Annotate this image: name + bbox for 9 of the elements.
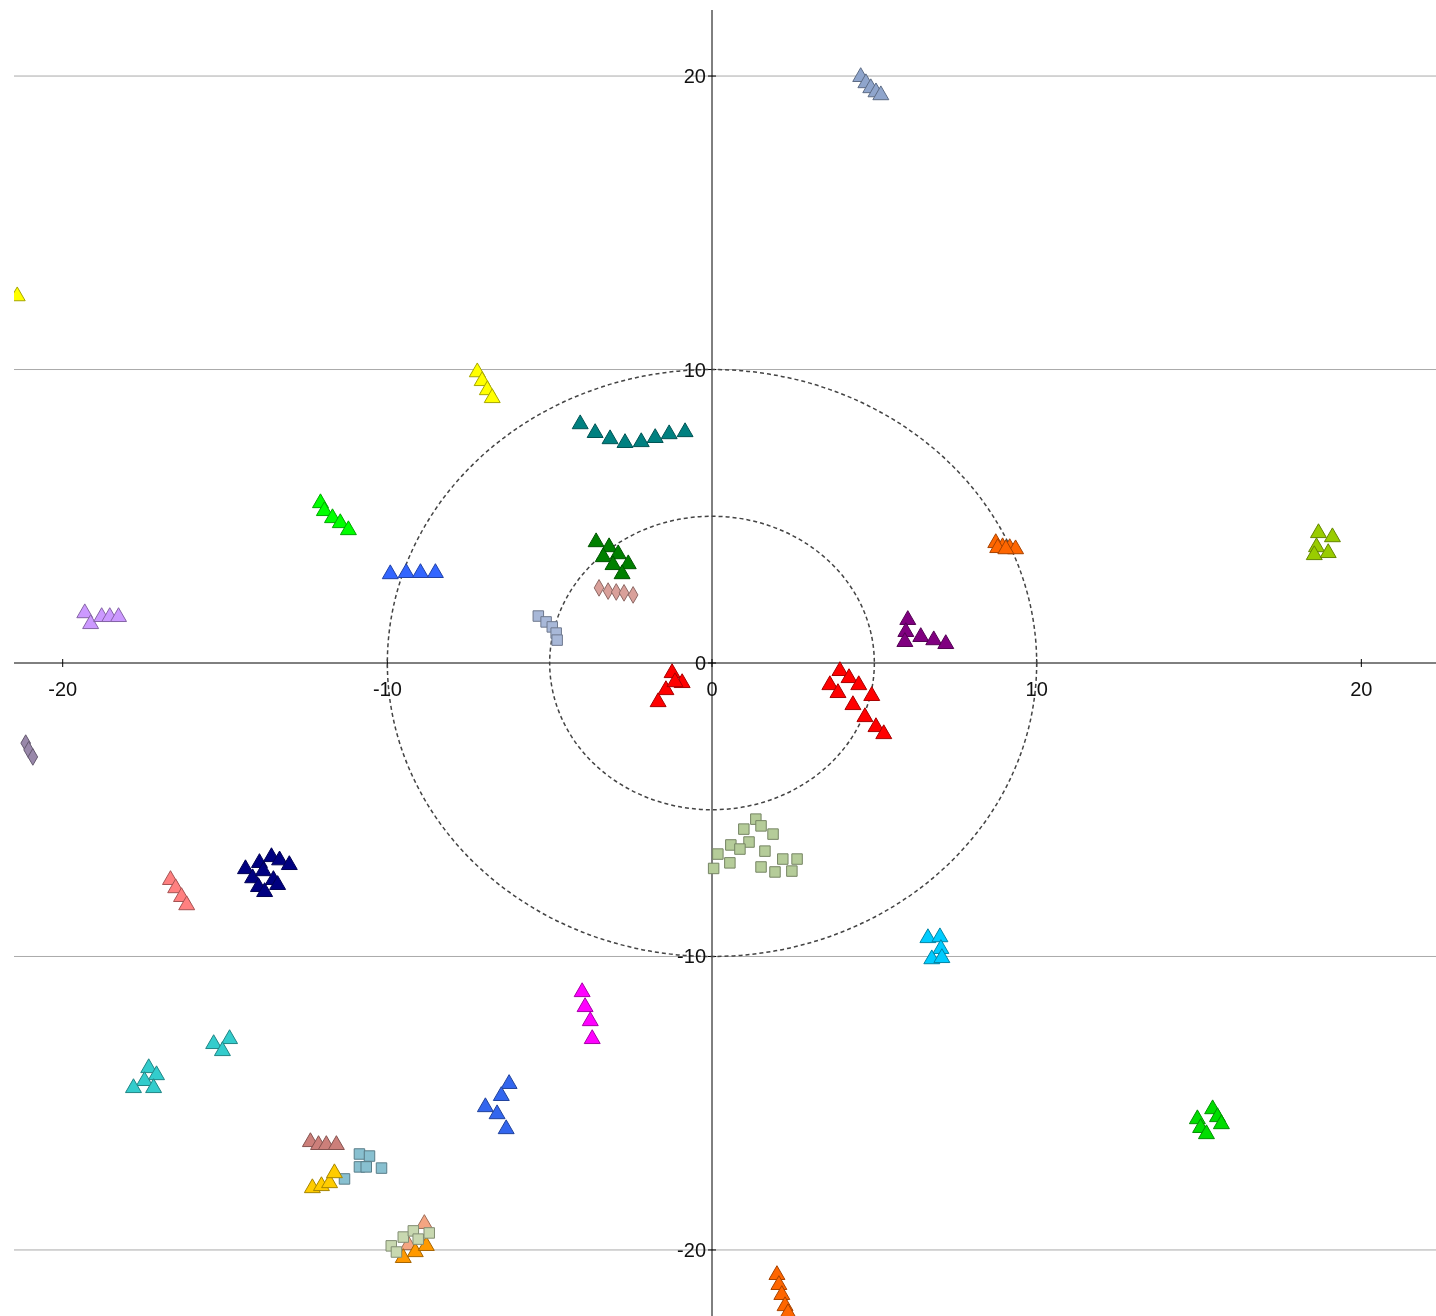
x-tick-label: 10: [1025, 678, 1048, 700]
x-tick-label: -20: [48, 678, 78, 700]
y-tick-label: -20: [677, 1238, 707, 1261]
y-tick-label: 20: [683, 65, 707, 88]
x-tick-label: 20: [1350, 678, 1373, 700]
y-tick-label: -10: [677, 945, 707, 968]
y-tick-label: 10: [683, 358, 707, 381]
y-tick-label: 0: [694, 652, 707, 674]
x-tick-label: -10: [372, 678, 402, 700]
